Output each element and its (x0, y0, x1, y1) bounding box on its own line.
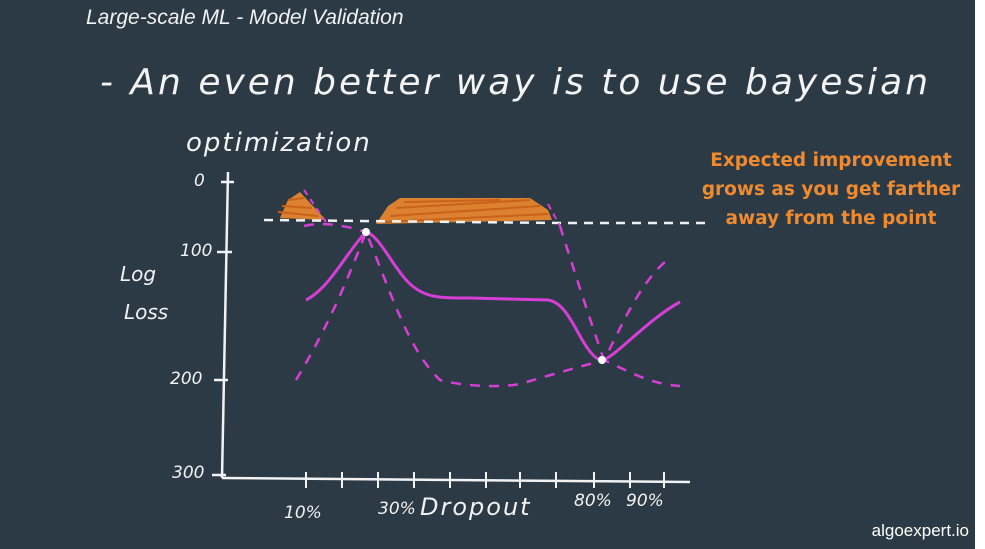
mean-loss-curve (305, 230, 681, 362)
y-axis-label-line1: Log (120, 262, 157, 286)
uncertainty-upper-bound (303, 222, 671, 364)
bullet-text-line1: - An even better way is to use bayesian (100, 62, 932, 103)
slide-title: Large-scale ML - Model Validation (86, 6, 404, 29)
x-tick-label-30: 30% (378, 499, 416, 519)
y-axis-label-line2: Loss (124, 300, 169, 324)
x-tick-label-10: 10% (284, 503, 322, 523)
expected-improvement-region-right (376, 198, 552, 224)
algoexpert-watermark: algoexpert.io (871, 521, 969, 540)
best-loss-dashed-line (263, 218, 712, 225)
x-tick-label-90: 90% (626, 491, 664, 511)
expected-improvement-region-left (277, 192, 326, 220)
observed-point-1 (362, 228, 370, 236)
uncertainty-lower-bound (294, 228, 681, 388)
y-tick-label-300: 300 (172, 463, 205, 483)
x-axis-line (221, 476, 691, 484)
improvement-edge-marks (303, 189, 561, 227)
x-tick-marks (305, 472, 665, 488)
expected-improvement-annotation: Expected improvement grows as you get fa… (701, 150, 961, 229)
x-tick-label-80: 80% (574, 491, 612, 511)
observed-point-2 (598, 356, 606, 364)
y-tick-label-0: 0 (194, 171, 205, 191)
y-tick-label-200: 200 (170, 369, 203, 389)
y-axis-line (220, 171, 230, 479)
bullet-text-line2: optimization (186, 128, 372, 158)
y-tick-label-100: 100 (180, 241, 213, 261)
x-axis-label: Dropout (420, 493, 532, 521)
y-tick-marks (212, 180, 234, 477)
